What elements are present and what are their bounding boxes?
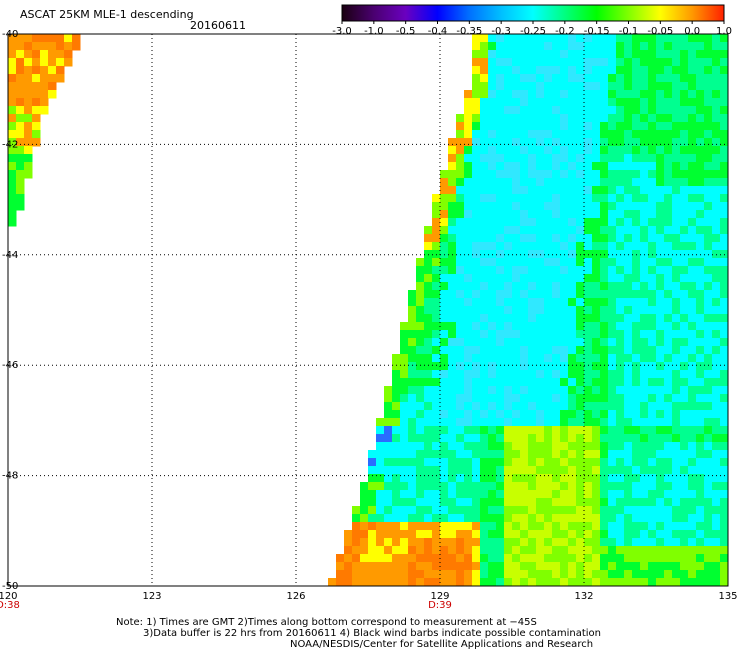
- lat-label: -42: [2, 139, 18, 150]
- colorbar-legend: -3.0 -1.0 -0.5 -0.4 -0.35 -0.3 -0.25 -0.2 -0.15-…: [332, 4, 732, 37]
- time-label: D:39: [428, 600, 452, 611]
- colorbar-label: 0.0: [684, 26, 700, 37]
- lat-label: -44: [2, 250, 18, 261]
- lon-label: 123: [142, 591, 161, 602]
- lon-label: 120: [0, 591, 18, 602]
- colorbar-label: -0.3: [491, 26, 511, 37]
- lon-label: 126: [286, 591, 305, 602]
- lat-label: -48: [2, 471, 18, 482]
- wind-swath-data: [8, 34, 729, 587]
- colorbar-label: -0.5: [396, 26, 416, 37]
- colorbar-label: -0.4: [428, 26, 448, 37]
- lat-label: -40: [2, 29, 18, 40]
- note-line-2: 3)Data buffer is 22 hrs from 20160611 4)…: [143, 628, 601, 639]
- product-title: ASCAT 25KM MLE-1 descending: [20, 8, 194, 21]
- lon-label: 135: [718, 591, 737, 602]
- colorbar-label: -1.0: [364, 26, 384, 37]
- time-labels: D:38 D:39: [0, 600, 452, 611]
- map-frame: [7, 33, 729, 587]
- longitude-labels: 120 123 126 129 132 135: [0, 591, 738, 602]
- latitude-labels: -40 -42 -44 -46 -48 -50: [2, 29, 18, 592]
- colorbar-label: -0.15: [584, 26, 610, 37]
- colorbar-label: -0.1: [619, 26, 639, 37]
- note-line-3: NOAA/NESDIS/Center for Satellite Applica…: [290, 639, 593, 650]
- lon-label: 132: [574, 591, 593, 602]
- product-date: 20160611: [190, 19, 246, 32]
- colorbar-label: -0.25: [520, 26, 546, 37]
- colorbar-label: -0.2: [555, 26, 575, 37]
- lat-label: -46: [2, 360, 18, 371]
- lon-label: 129: [430, 591, 449, 602]
- map-panel: 120 123 126 129 132 135 -40 -42 -44 -46 -48 -50 D:…: [0, 29, 738, 611]
- colorbar-label: 1.0: [716, 26, 732, 37]
- note-line-1: Note: 1) Times are GMT 2)Times along bot…: [116, 617, 537, 628]
- time-label: D:38: [0, 600, 20, 611]
- colorbar-label: -0.35: [456, 26, 482, 37]
- lat-label: -50: [2, 581, 18, 592]
- colorbar-label: -0.05: [647, 26, 673, 37]
- colorbar-ramp: [341, 4, 725, 22]
- colorbar-label: -3.0: [332, 26, 352, 37]
